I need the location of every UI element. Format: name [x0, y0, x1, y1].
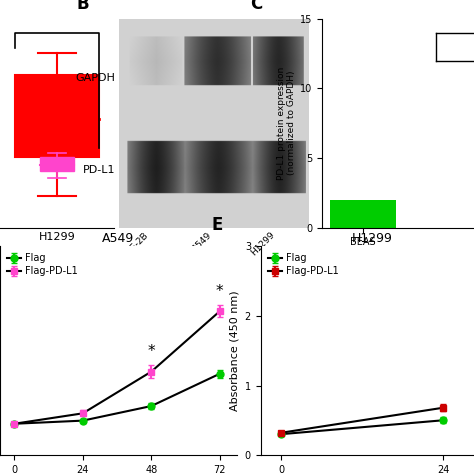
- Bar: [329, 200, 396, 228]
- Text: B: B: [77, 0, 90, 12]
- Bar: [15, 75, 99, 157]
- Y-axis label: Absorbance (450 nm): Absorbance (450 nm): [229, 291, 239, 411]
- Text: *: *: [147, 344, 155, 359]
- Legend: Flag, Flag-PD-L1: Flag, Flag-PD-L1: [265, 251, 341, 278]
- Title: H1299: H1299: [352, 232, 392, 246]
- Legend: Flag, Flag-PD-L1: Flag, Flag-PD-L1: [5, 251, 80, 278]
- Bar: [40, 157, 73, 172]
- Text: C: C: [250, 0, 262, 12]
- Text: E: E: [212, 216, 223, 234]
- Text: *: *: [216, 283, 224, 299]
- Title: A549: A549: [102, 232, 135, 246]
- Y-axis label: PD-L1 protein expression
(normalized to GAPDH): PD-L1 protein expression (normalized to …: [277, 67, 296, 180]
